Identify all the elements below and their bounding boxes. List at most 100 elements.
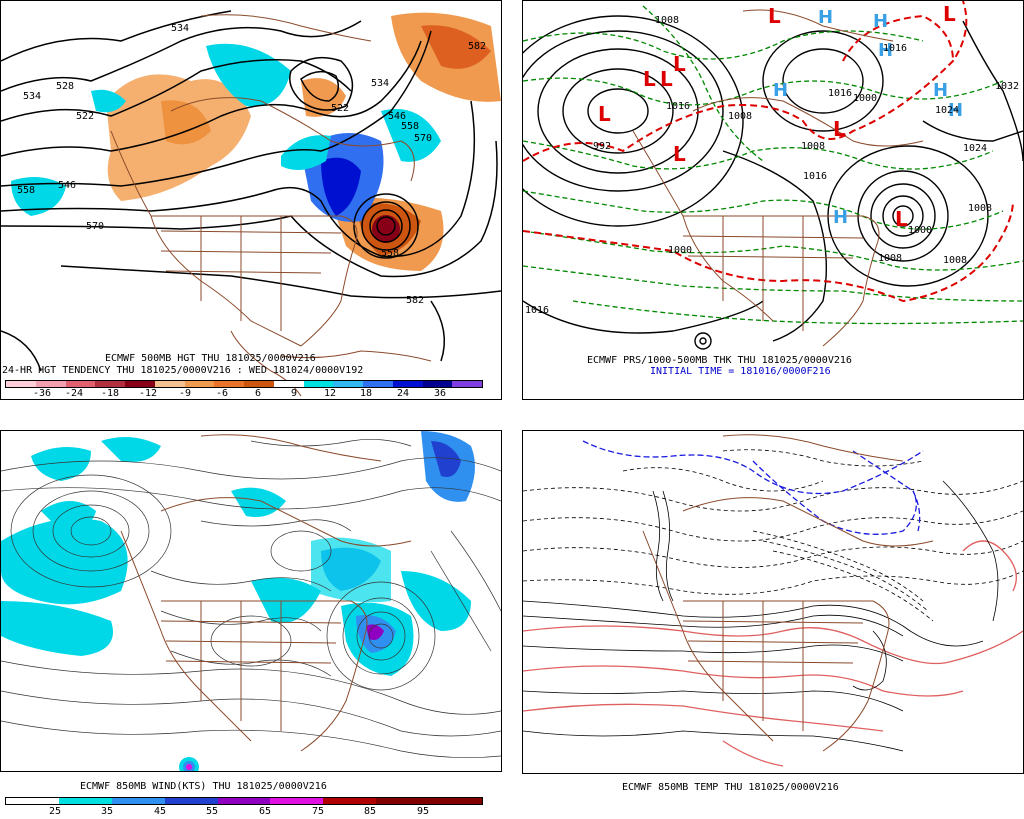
panel-850mb-wind bbox=[0, 430, 502, 772]
scale-tick: 45 bbox=[153, 806, 167, 817]
contour-label: 558 bbox=[17, 185, 35, 196]
pressure-centers: L L L L L L L L L H H H H H H H bbox=[598, 2, 963, 231]
contour-label: 582 bbox=[406, 295, 424, 306]
scale-tick: 95 bbox=[416, 806, 430, 817]
low-pressure-marker: L bbox=[598, 102, 611, 126]
isobar-label: 1016 bbox=[828, 88, 852, 99]
scale-swatch bbox=[244, 381, 274, 387]
scale-tick: 12 bbox=[323, 388, 337, 399]
temperature-contours bbox=[523, 480, 999, 752]
isobar-label: 1000 bbox=[908, 225, 932, 236]
contour-label: 546 bbox=[388, 111, 406, 122]
isobar-label: 1016 bbox=[666, 101, 690, 112]
isobar-label: 1008 bbox=[801, 141, 825, 152]
low-pressure-marker: L bbox=[943, 2, 956, 26]
scale-swatch bbox=[452, 381, 482, 387]
scale-swatch bbox=[214, 381, 244, 387]
scale-tick: 75 bbox=[311, 806, 325, 817]
scale-tick: -24 bbox=[64, 388, 84, 399]
scale-swatch bbox=[35, 381, 66, 387]
wind850-title: ECMWF 850MB WIND(KTS) THU 181025/0000V21… bbox=[80, 781, 327, 792]
low-pressure-marker: L bbox=[673, 52, 686, 76]
scale-swatch bbox=[184, 381, 215, 387]
scale-swatch bbox=[217, 798, 271, 804]
scale-tick: 18 bbox=[359, 388, 373, 399]
scale-swatch bbox=[376, 798, 430, 804]
high-pressure-marker: H bbox=[873, 11, 888, 32]
map-850mb-wind bbox=[1, 431, 501, 771]
scale-swatch bbox=[392, 381, 423, 387]
map-500mb-height: 534 528 522 534 546 558 570 582 522 546 … bbox=[1, 10, 501, 397]
isobar-label: 1008 bbox=[968, 203, 992, 214]
scale-tick: 36 bbox=[433, 388, 447, 399]
hgt500-title: ECMWF 500MB HGT THU 181025/0000V216 bbox=[105, 353, 316, 364]
contour-label: 570 bbox=[414, 133, 432, 144]
scale-tick: 55 bbox=[205, 806, 219, 817]
streamlines bbox=[1, 439, 501, 759]
thickness-contours bbox=[523, 5, 1023, 325]
contour-label: 534 bbox=[23, 91, 41, 102]
coastlines bbox=[642, 434, 934, 752]
warm-contours bbox=[523, 540, 1023, 767]
prs-thk-initial-time: INITIAL TIME = 181016/0000F216 bbox=[650, 366, 831, 377]
scale-swatch bbox=[65, 381, 96, 387]
high-pressure-marker: H bbox=[818, 7, 833, 28]
scale-swatch bbox=[422, 381, 453, 387]
scale-tick: -36 bbox=[32, 388, 52, 399]
scale-tick: 25 bbox=[48, 806, 62, 817]
contour-label: 546 bbox=[58, 180, 76, 191]
low-pressure-marker: L bbox=[833, 117, 846, 141]
isobar-label: 1016 bbox=[883, 43, 907, 54]
panel-pressure-thickness: L L L L L L L L L H H H H H H H 1008 101… bbox=[522, 0, 1024, 400]
panel-850mb-temp bbox=[522, 430, 1024, 774]
map-pressure-thickness: L L L L L L L L L H H H H H H H 1008 101… bbox=[523, 1, 1023, 350]
wind-scale-ticks: 25 35 45 55 65 75 85 95 bbox=[0, 806, 500, 817]
scale-tick: -12 bbox=[138, 388, 158, 399]
scale-swatch bbox=[6, 798, 59, 804]
isobar-label: 1008 bbox=[655, 15, 679, 26]
cold-contours bbox=[523, 449, 1023, 622]
scale-swatch bbox=[164, 798, 218, 804]
isobar-label: 1016 bbox=[525, 305, 549, 316]
high-pressure-marker: H bbox=[773, 80, 788, 101]
panel-500mb-height: 534 528 522 534 546 558 570 582 522 546 … bbox=[0, 0, 502, 400]
scale-tick: 65 bbox=[258, 806, 272, 817]
scale-tick: -9 bbox=[178, 388, 192, 399]
isobar-label: 1008 bbox=[943, 255, 967, 266]
scale-swatch bbox=[111, 798, 165, 804]
contour-label: 528 bbox=[56, 81, 74, 92]
scale-swatch bbox=[6, 381, 36, 387]
freezing-line bbox=[523, 1, 1014, 303]
contour-label: 582 bbox=[468, 41, 486, 52]
low-pressure-marker: L bbox=[660, 67, 673, 91]
high-pressure-marker: H bbox=[933, 80, 948, 101]
isobar-label: 1024 bbox=[963, 143, 987, 154]
isobar-label: 1032 bbox=[995, 81, 1019, 92]
isobar-label: 1008 bbox=[878, 253, 902, 264]
scale-swatch bbox=[154, 381, 185, 387]
coastlines bbox=[120, 434, 412, 752]
isobar-label: 1024 bbox=[935, 105, 959, 116]
scale-tick: -6 bbox=[215, 388, 229, 399]
isobar-label: 1000 bbox=[853, 93, 877, 104]
height-contour-labels: 534 528 522 534 546 558 570 582 522 546 … bbox=[17, 23, 486, 306]
contour-label: 522 bbox=[76, 111, 94, 122]
subfreezing-contours bbox=[582, 440, 924, 535]
scale-tick: 9 bbox=[290, 388, 298, 399]
scale-swatch bbox=[333, 381, 363, 387]
coastlines bbox=[632, 9, 924, 347]
scale-tick: 85 bbox=[363, 806, 377, 817]
contour-label: 522 bbox=[331, 103, 349, 114]
hgt500-subtitle: 24-HR HGT TENDENCY THU 181025/0000V216 :… bbox=[2, 365, 364, 376]
scale-swatch bbox=[58, 798, 112, 804]
contour-label: 558 bbox=[401, 121, 419, 132]
scale-swatch bbox=[363, 381, 393, 387]
wind-speed-shading bbox=[1, 431, 475, 771]
tendency-color-scale bbox=[5, 380, 483, 388]
isobar-label: 1008 bbox=[728, 111, 752, 122]
temp850-title: ECMWF 850MB TEMP THU 181025/0000V216 bbox=[622, 782, 839, 793]
isobar-label: 992 bbox=[593, 141, 611, 152]
wind-color-scale bbox=[5, 797, 483, 805]
contour-label: 534 bbox=[371, 78, 389, 89]
isobar-label: 1000 bbox=[668, 245, 692, 256]
